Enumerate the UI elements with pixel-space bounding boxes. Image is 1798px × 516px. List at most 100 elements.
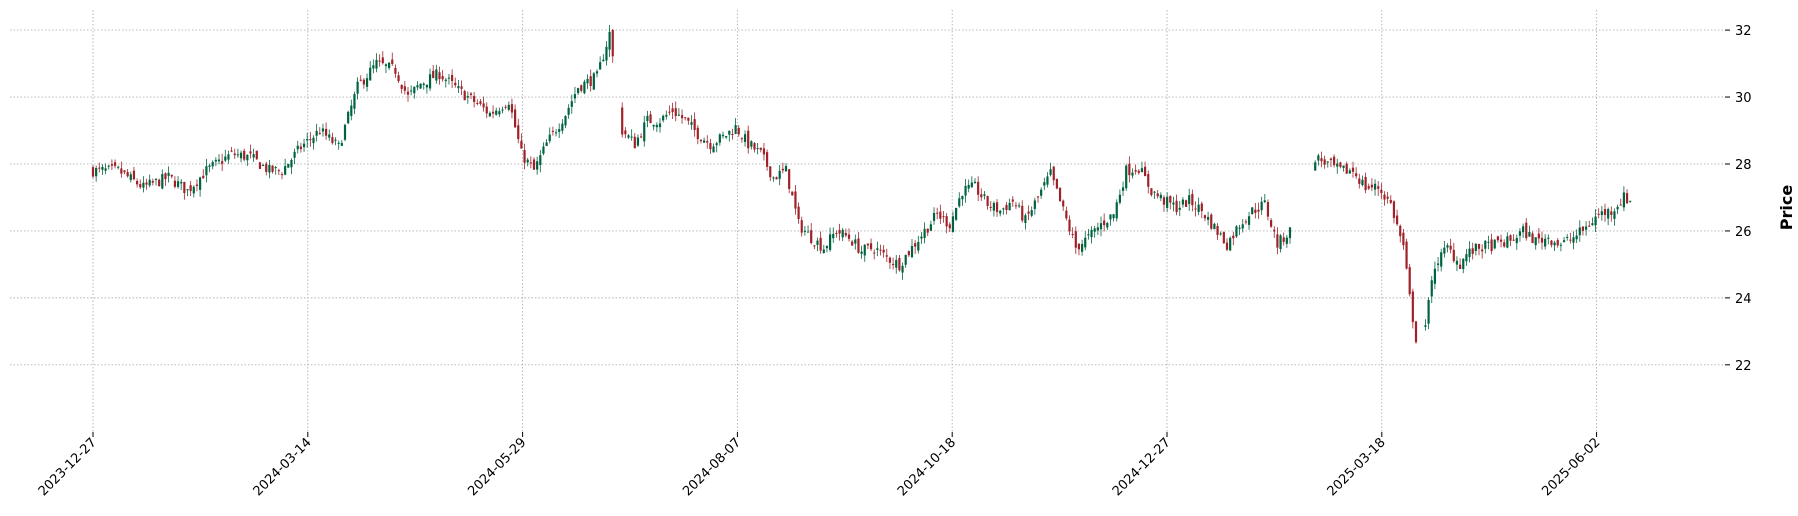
candle	[388, 62, 391, 70]
candle-body	[844, 232, 847, 236]
candle	[545, 139, 548, 147]
candle	[199, 176, 202, 197]
candle-body	[1468, 248, 1471, 258]
candle	[202, 169, 205, 179]
candle-body	[1219, 233, 1222, 235]
candle	[1320, 151, 1323, 168]
candle-body	[819, 237, 822, 251]
candle-body	[1625, 193, 1629, 204]
candle	[1452, 242, 1455, 263]
x-tick-label: 2025-03-18	[1325, 435, 1389, 499]
candle	[829, 227, 832, 252]
candle-body	[463, 91, 466, 101]
candle-body	[838, 229, 841, 234]
candle	[1241, 219, 1244, 233]
candle	[806, 225, 810, 233]
candle-body	[847, 234, 851, 239]
candle	[983, 191, 986, 200]
candle	[630, 129, 633, 141]
candle	[1581, 226, 1585, 236]
candle-body	[1150, 188, 1153, 196]
candle	[1342, 165, 1345, 172]
candle-body	[595, 71, 599, 74]
candle-body	[1414, 321, 1418, 343]
candle	[775, 176, 778, 180]
candle	[504, 104, 507, 110]
candle-body	[948, 224, 951, 229]
candle-body	[1522, 226, 1525, 233]
candle	[674, 101, 677, 122]
candle-body	[917, 241, 920, 251]
candle-body	[866, 243, 869, 246]
candle-body	[1509, 235, 1512, 241]
candle	[879, 244, 882, 256]
candle	[1058, 187, 1062, 202]
candle-body	[904, 254, 907, 265]
candle-body	[684, 117, 687, 119]
candle-body	[1455, 260, 1459, 265]
candle-body	[1030, 210, 1033, 216]
candle	[243, 148, 246, 162]
candle	[1578, 220, 1581, 242]
candle	[195, 179, 199, 192]
candle	[1610, 206, 1613, 222]
candle	[1477, 243, 1481, 256]
candle-body	[498, 111, 501, 115]
candle	[255, 150, 258, 161]
candle-body	[885, 255, 888, 257]
candle-body	[167, 172, 170, 176]
candle	[1159, 192, 1162, 202]
candle-body	[920, 236, 923, 239]
candle	[920, 231, 923, 244]
candle-body	[224, 156, 227, 161]
candle-body	[476, 102, 479, 104]
candle	[1118, 189, 1121, 205]
candle	[1109, 214, 1112, 226]
candle-body	[1172, 202, 1175, 205]
candle-body	[860, 251, 863, 254]
candle-body	[756, 148, 759, 150]
candle	[1333, 154, 1336, 168]
candle-body	[1121, 187, 1125, 191]
candle	[1106, 222, 1109, 231]
candle	[621, 102, 624, 138]
candle	[463, 89, 466, 101]
candle-body	[1575, 235, 1578, 240]
candle-body	[1484, 240, 1487, 249]
candle	[252, 148, 255, 162]
candle-body	[898, 257, 901, 271]
x-tick-label: 2024-03-14	[251, 435, 315, 499]
candle	[340, 140, 343, 147]
candle	[655, 122, 658, 133]
candle-body	[1288, 227, 1292, 239]
candle	[369, 61, 372, 81]
candle-body	[1585, 226, 1588, 230]
candle	[854, 234, 857, 250]
candle-body	[1068, 219, 1071, 232]
candle	[1270, 217, 1273, 229]
candle-body	[863, 244, 866, 256]
candle-body	[784, 165, 788, 172]
candle-body	[725, 135, 728, 138]
candle-body	[1263, 200, 1266, 203]
candle-body	[1433, 268, 1436, 284]
candle-body	[1055, 178, 1058, 189]
candle-body	[703, 140, 706, 143]
candle-body	[1181, 199, 1184, 205]
candle	[564, 115, 567, 129]
x-tick-label: 2024-08-07	[680, 435, 744, 499]
candle	[766, 149, 769, 171]
candle	[1550, 240, 1553, 248]
candle	[104, 163, 107, 175]
candle-body	[1506, 236, 1509, 248]
candle	[1172, 196, 1175, 212]
candle	[384, 63, 388, 74]
candle-body	[1282, 237, 1285, 242]
candle-body	[1380, 189, 1383, 194]
candle	[142, 176, 145, 193]
candle	[1481, 244, 1484, 259]
candle	[1216, 223, 1219, 240]
candle	[1518, 228, 1522, 242]
candle	[447, 73, 451, 85]
